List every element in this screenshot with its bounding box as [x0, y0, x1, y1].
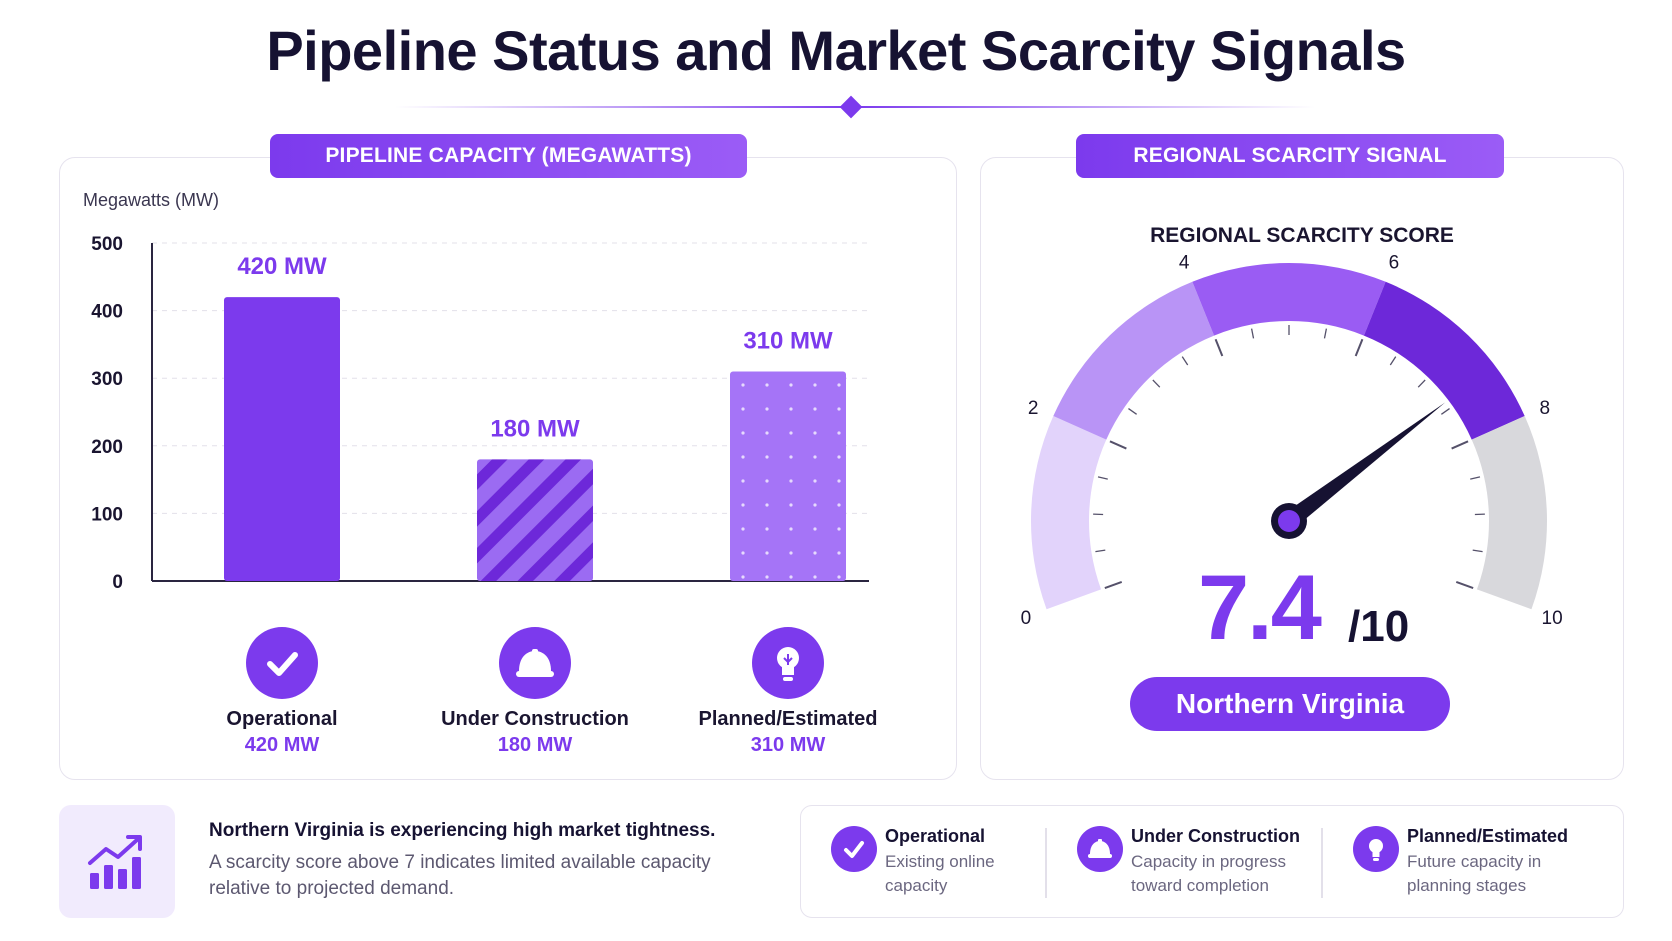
legend-item-operational: Operational Existing online capacity: [829, 806, 1059, 919]
gauge-tick: [1128, 408, 1138, 415]
gauge-tick: [1470, 476, 1481, 480]
legend-desc-under-construction: Capacity in progress toward completion: [1131, 852, 1286, 895]
legend-title-planned: Planned/Estimated: [1407, 826, 1569, 846]
category-label-planned: Planned/Estimated: [698, 708, 878, 730]
category-label-under-construction: Under Construction: [441, 708, 629, 730]
gauge-tick-label: 8: [1540, 398, 1551, 419]
legend-divider: [1321, 828, 1323, 898]
y-tick-label: 200: [91, 437, 123, 458]
bar-under-construction: [477, 459, 593, 581]
gauge-tick: [1472, 549, 1483, 553]
legend-desc-operational: Existing online capacity: [885, 852, 995, 895]
scarcity-signal-header: REGIONAL SCARCITY SIGNAL: [1076, 134, 1504, 178]
legend-desc-planned: Future capacity in planning stages: [1407, 852, 1542, 895]
score-value: 7.4: [1198, 557, 1322, 659]
gauge-segment: [1031, 416, 1107, 610]
page-title: Pipeline Status and Market Scarcity Sign…: [266, 19, 1406, 82]
region-badge: Northern Virginia: [1130, 677, 1450, 731]
planned-lightbulb-icon: [752, 627, 824, 699]
gauge-segment: [1363, 281, 1525, 440]
gauge-tick: [1097, 476, 1108, 480]
pipeline-capacity-header: PIPELINE CAPACITY (MEGAWATTS): [270, 134, 747, 178]
hard-hat-icon: [1077, 826, 1123, 872]
lightbulb-icon: [1353, 826, 1399, 872]
gauge-tick-label: 4: [1179, 252, 1190, 273]
gauge-segment: [1053, 281, 1215, 440]
category-label-operational: Operational: [226, 708, 338, 730]
y-tick-label: 400: [91, 302, 123, 323]
gauge-tick: [1250, 328, 1255, 339]
legend-divider: [1045, 828, 1047, 898]
bar-operational: [224, 297, 340, 581]
gauge-tick-label: 6: [1389, 252, 1400, 273]
legend-item-planned: Planned/Estimated Future capacity in pla…: [1351, 806, 1611, 919]
gauge-tick: [1109, 440, 1127, 450]
gauge-tick: [1440, 408, 1450, 415]
category-value-planned: 310 MW: [750, 734, 826, 756]
pipeline-bar-chart: Megawatts (MW) 0 100 200 300 400 500 420 MW 180 …: [83, 190, 869, 593]
y-tick-label: 100: [91, 504, 123, 525]
gauge-tick: [1455, 580, 1474, 589]
gauge-segment: [1192, 263, 1386, 336]
gauge-tick: [1104, 580, 1123, 589]
gauge-tick: [1451, 440, 1469, 450]
gauge-tick-label: 2: [1028, 398, 1039, 419]
y-tick-label: 0: [112, 572, 123, 593]
legend-item-under-construction: Under Construction Capacity in progress …: [1075, 806, 1325, 919]
growth-chart-icon: [59, 805, 175, 918]
score-readout: 7.4 /10: [1180, 556, 1480, 666]
legend-title-operational: Operational: [885, 826, 986, 846]
legend-title-under-construction: Under Construction: [1131, 826, 1300, 846]
gauge-tick-label: 0: [1021, 608, 1032, 629]
gauge-tick: [1417, 379, 1426, 388]
title-diamond-ornament: [839, 95, 863, 119]
gauge-tick-label: 10: [1542, 608, 1563, 629]
gauge-needle-hub-inner: [1278, 510, 1300, 532]
scarcity-gauge: 0 2 4 6 8 10: [1021, 252, 1563, 629]
check-icon: [831, 826, 877, 872]
category-value-operational: 420 MW: [244, 734, 320, 756]
gauge-title: REGIONAL SCARCITY SCORE: [1150, 224, 1454, 247]
y-axis-label: Megawatts (MW): [83, 190, 219, 210]
bar-planned-estimated: [730, 371, 846, 581]
bar-data-label: 420 MW: [237, 253, 327, 280]
gauge-segment: [1471, 416, 1547, 610]
operational-check-icon: [246, 627, 318, 699]
gauge-tick: [1152, 379, 1161, 388]
gauge-tick: [1214, 338, 1224, 357]
category-value-under-construction: 180 MW: [497, 734, 573, 756]
gauge-tick: [1389, 356, 1397, 366]
y-tick-label: 300: [91, 369, 123, 390]
gauge-needle: [1283, 402, 1446, 529]
note-headline: Northern Virginia is experiencing high m…: [209, 820, 716, 841]
status-legend: Operational Existing online capacity Und…: [800, 805, 1624, 918]
gauge-tick: [1354, 338, 1364, 357]
score-max: /10: [1348, 602, 1410, 651]
under-construction-hard-hat-icon: [499, 627, 571, 699]
bar-data-label: 180 MW: [490, 415, 580, 442]
gauge-tick: [1181, 356, 1189, 366]
gauge-tick: [1095, 549, 1106, 553]
gauge-tick: [1323, 328, 1328, 339]
y-tick-label: 500: [91, 234, 123, 255]
note-body: A scarcity score above 7 indicates limit…: [209, 852, 711, 899]
bar-data-label: 310 MW: [743, 327, 833, 354]
